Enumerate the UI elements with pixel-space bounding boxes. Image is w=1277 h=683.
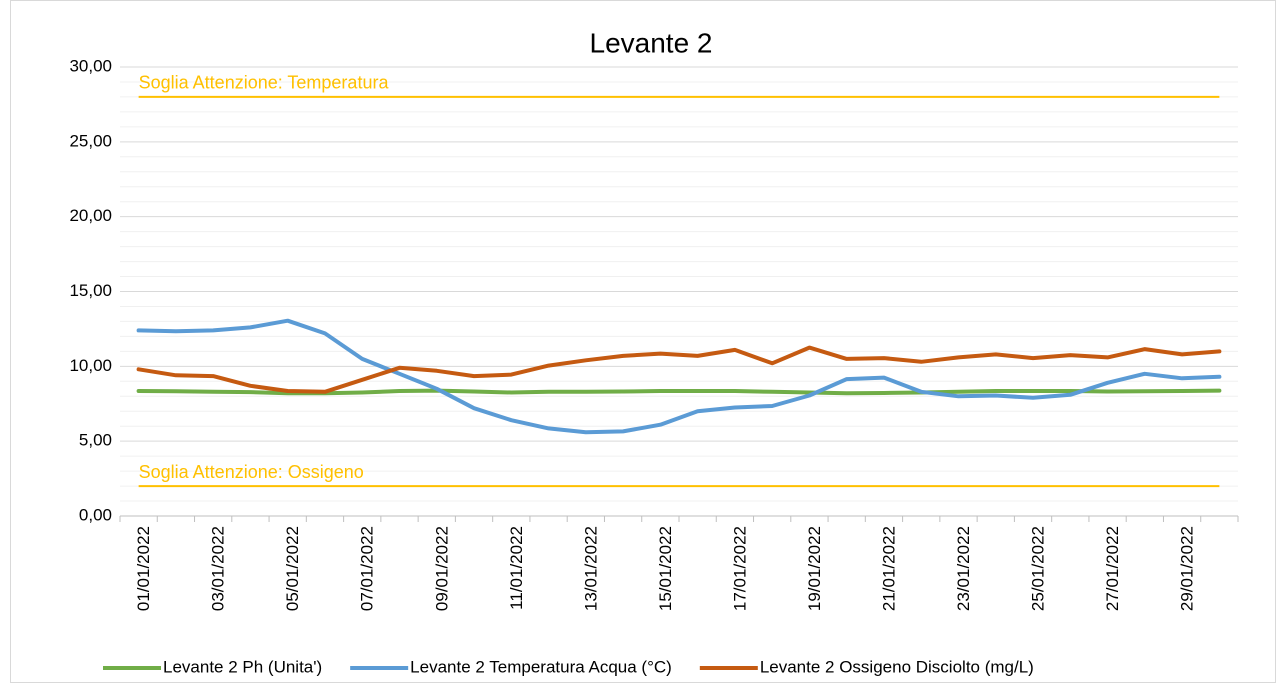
x-tick-label: 27/01/2022 [1103, 526, 1122, 611]
x-tick-label: 13/01/2022 [581, 526, 600, 611]
x-tick-label: 01/01/2022 [134, 526, 153, 611]
chart-frame [10, 0, 1276, 683]
series-line [136, 345, 1222, 394]
x-tick-label: 19/01/2022 [805, 526, 824, 611]
x-tick-label: 25/01/2022 [1029, 526, 1048, 611]
legend-label: Levante 2 Ossigeno Disciolto (mg/L) [760, 657, 1034, 676]
y-tick-label: 0,00 [79, 505, 112, 524]
x-tick-label: 15/01/2022 [656, 526, 675, 611]
series-line [136, 318, 1222, 435]
threshold-label: Soglia Attenzione: Temperatura [139, 73, 390, 93]
threshold-label: Soglia Attenzione: Ossigeno [139, 462, 364, 482]
y-tick-label: 5,00 [79, 431, 112, 450]
x-tick-label: 07/01/2022 [358, 526, 377, 611]
x-tick-label: 05/01/2022 [283, 526, 302, 611]
x-tick-label: 23/01/2022 [954, 526, 973, 611]
legend-label: Levante 2 Temperatura Acqua (°C) [410, 657, 672, 676]
y-tick-label: 20,00 [69, 206, 112, 225]
y-tick-label: 10,00 [69, 356, 112, 375]
chart-title: Levante 2 [590, 27, 713, 58]
y-tick-label: 25,00 [69, 131, 112, 150]
x-tick-label: 03/01/2022 [209, 526, 228, 611]
legend-label: Levante 2 Ph (Unita') [163, 657, 322, 676]
x-tick-label: 09/01/2022 [432, 526, 451, 611]
x-tick-label: 29/01/2022 [1178, 526, 1197, 611]
y-tick-label: 15,00 [69, 281, 112, 300]
x-tick-label: 17/01/2022 [730, 526, 749, 611]
y-tick-label: 30,00 [69, 56, 112, 75]
x-tick-label: 21/01/2022 [879, 526, 898, 611]
x-tick-label: 11/01/2022 [507, 526, 526, 610]
